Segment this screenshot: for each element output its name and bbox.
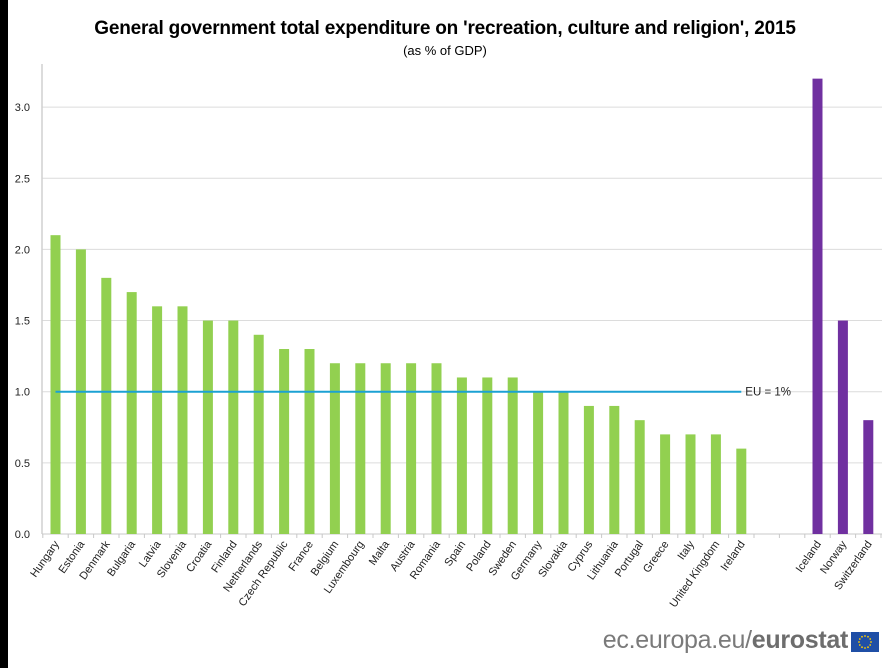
chart-title: General government total expenditure on … [94, 18, 796, 39]
bar-portugal [634, 420, 645, 534]
x-tick-label: Italy [676, 538, 698, 562]
bar-croatia [202, 320, 213, 534]
y-tick-label: 0.0 [15, 529, 30, 541]
bar-malta [380, 363, 391, 534]
eu-stars-icon [858, 635, 872, 649]
bar-czech-republic [279, 349, 290, 534]
flag-star [858, 638, 861, 640]
bar-germany [533, 391, 544, 534]
flag-star [867, 646, 869, 649]
bar-italy [685, 434, 696, 534]
x-tick-label: Malta [367, 538, 393, 568]
x-tick-label: Ireland [719, 539, 748, 573]
reference-line-label: EU = 1% [745, 387, 791, 399]
bar-belgium [329, 363, 340, 534]
bar-lithuania [609, 405, 620, 534]
flag-star [861, 646, 863, 649]
bar-switzerland [863, 420, 874, 534]
x-tick-label: Greece [641, 539, 672, 575]
y-tick-label: 2.0 [15, 244, 30, 256]
x-tick-label: Hungary [28, 538, 62, 579]
bar-greece [660, 434, 671, 534]
eu-flag-icon [851, 632, 879, 652]
x-axis-labels: HungaryEstoniaDenmarkBulgariaLatviaSlove… [28, 538, 874, 610]
bar-poland [482, 377, 493, 534]
y-axis-ticks: 0.0 0.5 1.0 1.5 2.0 2.5 3.0 [15, 102, 30, 541]
flag-star [869, 638, 872, 640]
bar-france [304, 349, 315, 534]
y-tick-label: 2.5 [15, 173, 30, 185]
bar-united-kingdom [710, 434, 721, 534]
bar-cyprus [583, 405, 594, 534]
bars [50, 78, 874, 535]
flag-star [858, 641, 860, 643]
bar-slovenia [177, 306, 188, 534]
left-border [0, 0, 8, 668]
flag-star [864, 647, 866, 649]
bar-iceland [812, 78, 823, 534]
bar-sweden [507, 377, 518, 534]
source-prefix: ec.europa.eu/ [602, 626, 752, 654]
flag-star [870, 641, 872, 643]
bar-norway [837, 320, 848, 534]
y-tick-label: 0.5 [15, 458, 30, 470]
x-tick-label: United Kingdom [668, 539, 723, 610]
flag-star [861, 635, 863, 638]
bar-ireland [736, 448, 747, 534]
bar-hungary [50, 235, 61, 535]
source-brand: eurostat [751, 626, 849, 654]
flag-star [858, 644, 861, 646]
flag-star [864, 635, 866, 637]
chart-subtitle: (as % of GDP) [403, 43, 487, 58]
y-tick-label: 3.0 [15, 102, 30, 114]
bar-spain [456, 377, 467, 534]
bar-slovakia [558, 391, 569, 534]
bar-netherlands [253, 334, 264, 534]
bar-finland [228, 320, 239, 534]
bar-denmark [101, 277, 112, 534]
y-tick-label: 1.0 [15, 387, 30, 399]
bar-austria [406, 363, 417, 534]
flag-star [869, 644, 872, 646]
flag-star [867, 635, 869, 638]
source-credit[interactable]: ec.europa.eu/eurostat [602, 626, 849, 655]
bar-romania [431, 363, 442, 534]
bar-latvia [152, 306, 163, 534]
bar-luxembourg [355, 363, 366, 534]
x-tick-label: Spain [442, 539, 468, 569]
y-tick-label: 1.5 [15, 316, 30, 328]
bar-bulgaria [126, 292, 137, 534]
eu-reference-line: EU = 1% [55, 387, 791, 399]
